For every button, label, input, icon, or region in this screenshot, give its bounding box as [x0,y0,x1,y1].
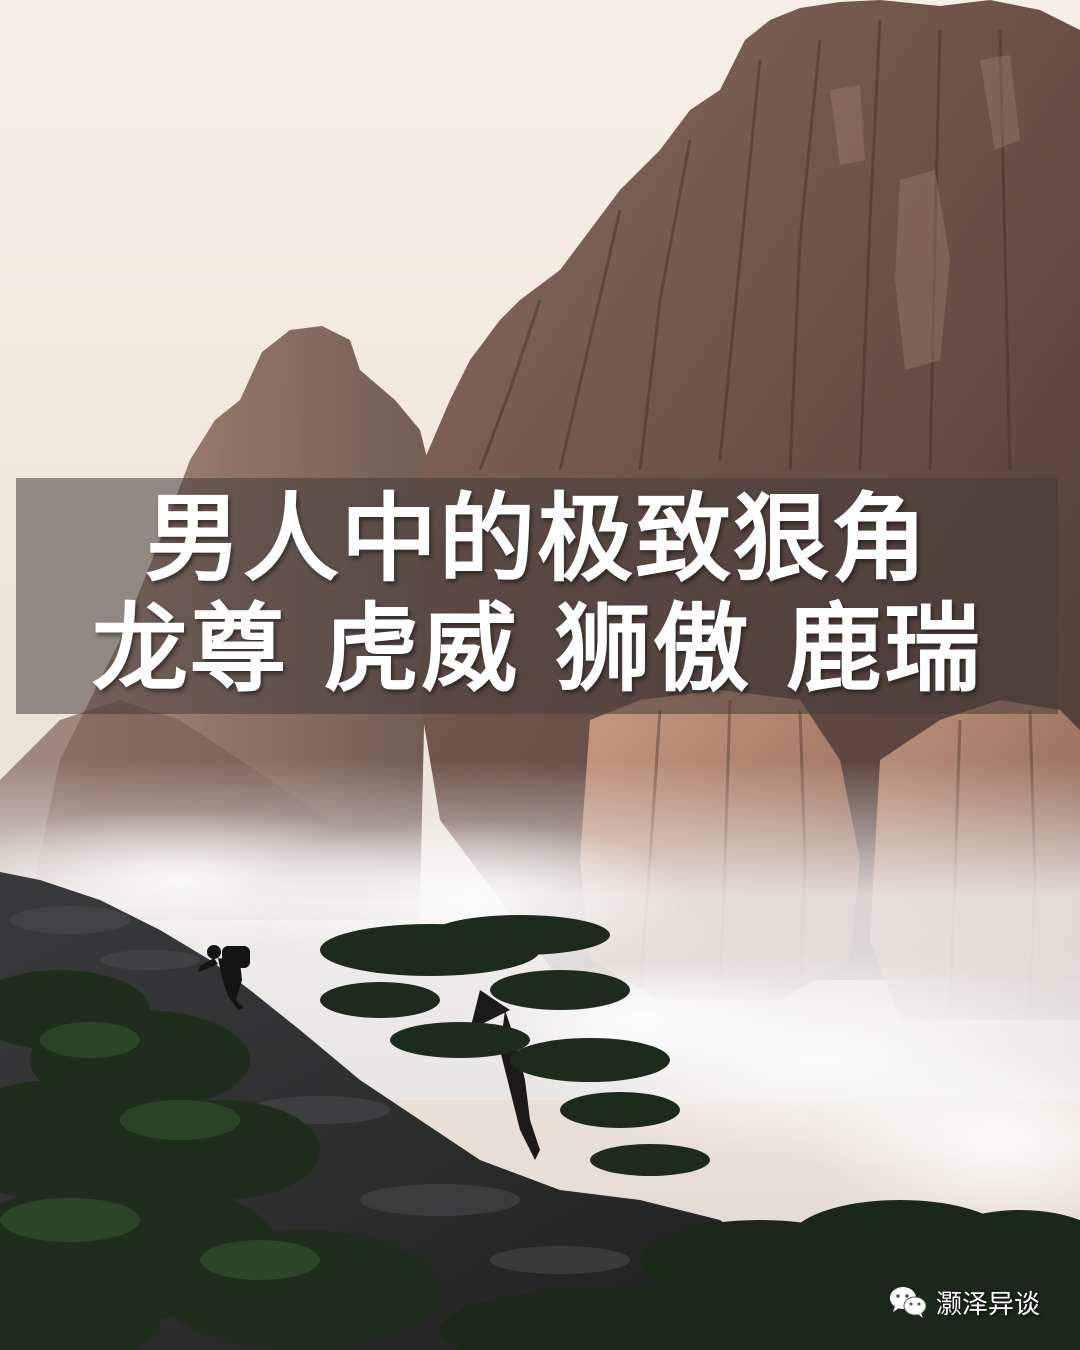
pine-tree-illustration [320,915,710,1176]
title-line-1: 男人中的极致狠角 [145,482,929,595]
watermark: 灏泽异谈 [888,1280,1040,1324]
wechat-icon [890,1287,927,1318]
title-line-2: 龙尊 虎威 狮傲 鹿瑞 [91,592,983,705]
hiker-silhouette [198,945,250,1010]
watermark-text: 灏泽异谈 [936,1289,1041,1320]
title-banner: 男人中的极致狠角 龙尊 虎威 狮傲 鹿瑞 [16,478,1058,714]
